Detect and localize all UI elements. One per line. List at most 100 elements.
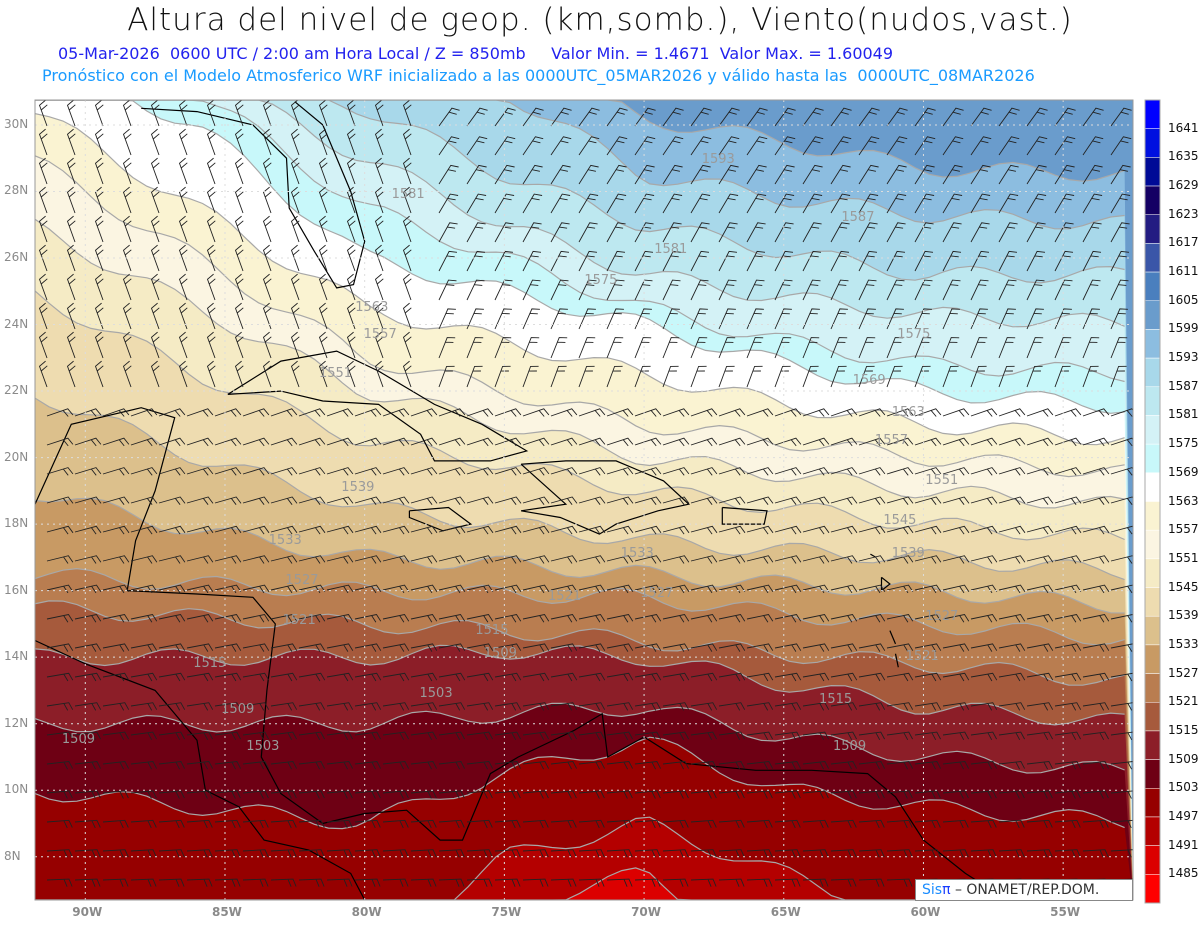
wind-barb	[298, 525, 326, 535]
wind-barb	[578, 790, 605, 799]
wind-barb	[374, 302, 384, 330]
wind-barb	[606, 643, 634, 652]
wind-barb	[1026, 849, 1053, 858]
wind-barb	[402, 128, 412, 156]
wind-barb	[402, 215, 412, 243]
wind-barb	[662, 365, 679, 388]
wind-barb	[438, 496, 466, 505]
wind-barb	[290, 157, 300, 185]
colorbar-label: 1611	[1168, 264, 1199, 279]
wind-barb	[382, 408, 410, 417]
wind-barb	[46, 643, 74, 652]
wind-barb	[970, 337, 988, 359]
wind-barb	[942, 365, 959, 388]
wind-barb	[346, 215, 356, 243]
wind-barb	[774, 613, 802, 623]
wind-barb	[1082, 672, 1110, 682]
wind-barb	[178, 186, 188, 214]
wind-barb	[214, 496, 242, 505]
colorbar-swatch	[1144, 472, 1161, 502]
wind-barb	[494, 437, 522, 447]
wind-barb	[886, 279, 905, 301]
wind-barb	[942, 790, 969, 799]
contour-label: 1509	[221, 702, 255, 718]
wind-barb	[522, 308, 540, 330]
graticule	[35, 100, 1133, 900]
wind-barb	[718, 164, 739, 185]
wind-barb	[74, 408, 102, 417]
wind-barb	[774, 849, 801, 858]
wind-barb	[102, 555, 130, 564]
wind-barb	[382, 819, 409, 829]
wind-barb	[886, 136, 908, 156]
height-band	[35, 737, 1133, 900]
wind-barb	[1082, 437, 1110, 447]
wind-barb	[178, 215, 188, 243]
wind-barb	[942, 222, 962, 243]
colorbar-label: 1557	[1168, 522, 1199, 537]
wind-barb	[438, 761, 465, 770]
contour-line	[35, 702, 1125, 774]
wind-barb	[914, 467, 942, 476]
wind-barb	[550, 731, 577, 741]
wind-barb	[970, 761, 997, 770]
wind-barb	[178, 244, 188, 272]
wind-barb	[158, 613, 186, 623]
wind-barb	[318, 331, 328, 359]
wind-barb	[914, 107, 936, 127]
wind-barb	[746, 193, 767, 214]
wind-barb	[1082, 164, 1103, 185]
wind-barb	[1026, 819, 1053, 829]
wind-barb	[438, 849, 465, 858]
wind-barb	[346, 302, 356, 330]
wind-barb	[970, 731, 997, 741]
wind-barb	[606, 584, 634, 594]
wind-barb	[402, 100, 412, 127]
wind-barb	[830, 365, 847, 388]
wind-barb	[158, 555, 186, 564]
wind-barb	[550, 643, 578, 652]
wind-barb	[690, 437, 718, 447]
wind-barb	[466, 279, 485, 301]
wind-barb	[1026, 164, 1047, 185]
wind-barb	[186, 437, 214, 447]
wind-barb	[550, 525, 578, 535]
wind-barb	[550, 819, 577, 829]
wind-barb	[522, 467, 550, 476]
wind-barb	[466, 496, 494, 505]
wind-barb	[206, 273, 216, 301]
wind-barb	[158, 672, 186, 682]
wind-barb	[318, 215, 328, 243]
wind-barb	[318, 360, 328, 388]
wind-barb	[970, 525, 998, 535]
wind-barb	[746, 643, 774, 652]
wind-barb	[206, 360, 216, 388]
wind-barb	[998, 643, 1026, 652]
wind-barb	[290, 100, 300, 127]
wind-barb	[298, 790, 325, 799]
wind-barb	[634, 819, 661, 829]
wind-barb	[326, 790, 353, 799]
wind-barb	[998, 222, 1018, 243]
wind-barb	[830, 222, 850, 243]
wind-barb	[578, 279, 597, 301]
wind-barb	[802, 613, 830, 623]
wind-barb	[830, 849, 857, 858]
wind-barb	[578, 496, 606, 505]
wind-barb	[746, 308, 764, 330]
wind-barb	[438, 107, 460, 127]
wind-barb	[1082, 819, 1109, 829]
coastline	[520, 460, 691, 535]
wind-barb	[550, 250, 570, 272]
wind-barb	[886, 337, 904, 359]
wind-barb	[662, 849, 689, 858]
wind-barb	[122, 157, 132, 185]
wind-barb	[290, 331, 300, 359]
wind-barb	[718, 584, 746, 594]
wind-barb	[522, 365, 539, 388]
wind-barb	[1110, 408, 1133, 417]
lon-label: 70W	[631, 905, 661, 919]
wind-barb	[550, 437, 578, 447]
colorbar-swatch	[1144, 386, 1161, 416]
wind-barb	[1026, 672, 1054, 682]
